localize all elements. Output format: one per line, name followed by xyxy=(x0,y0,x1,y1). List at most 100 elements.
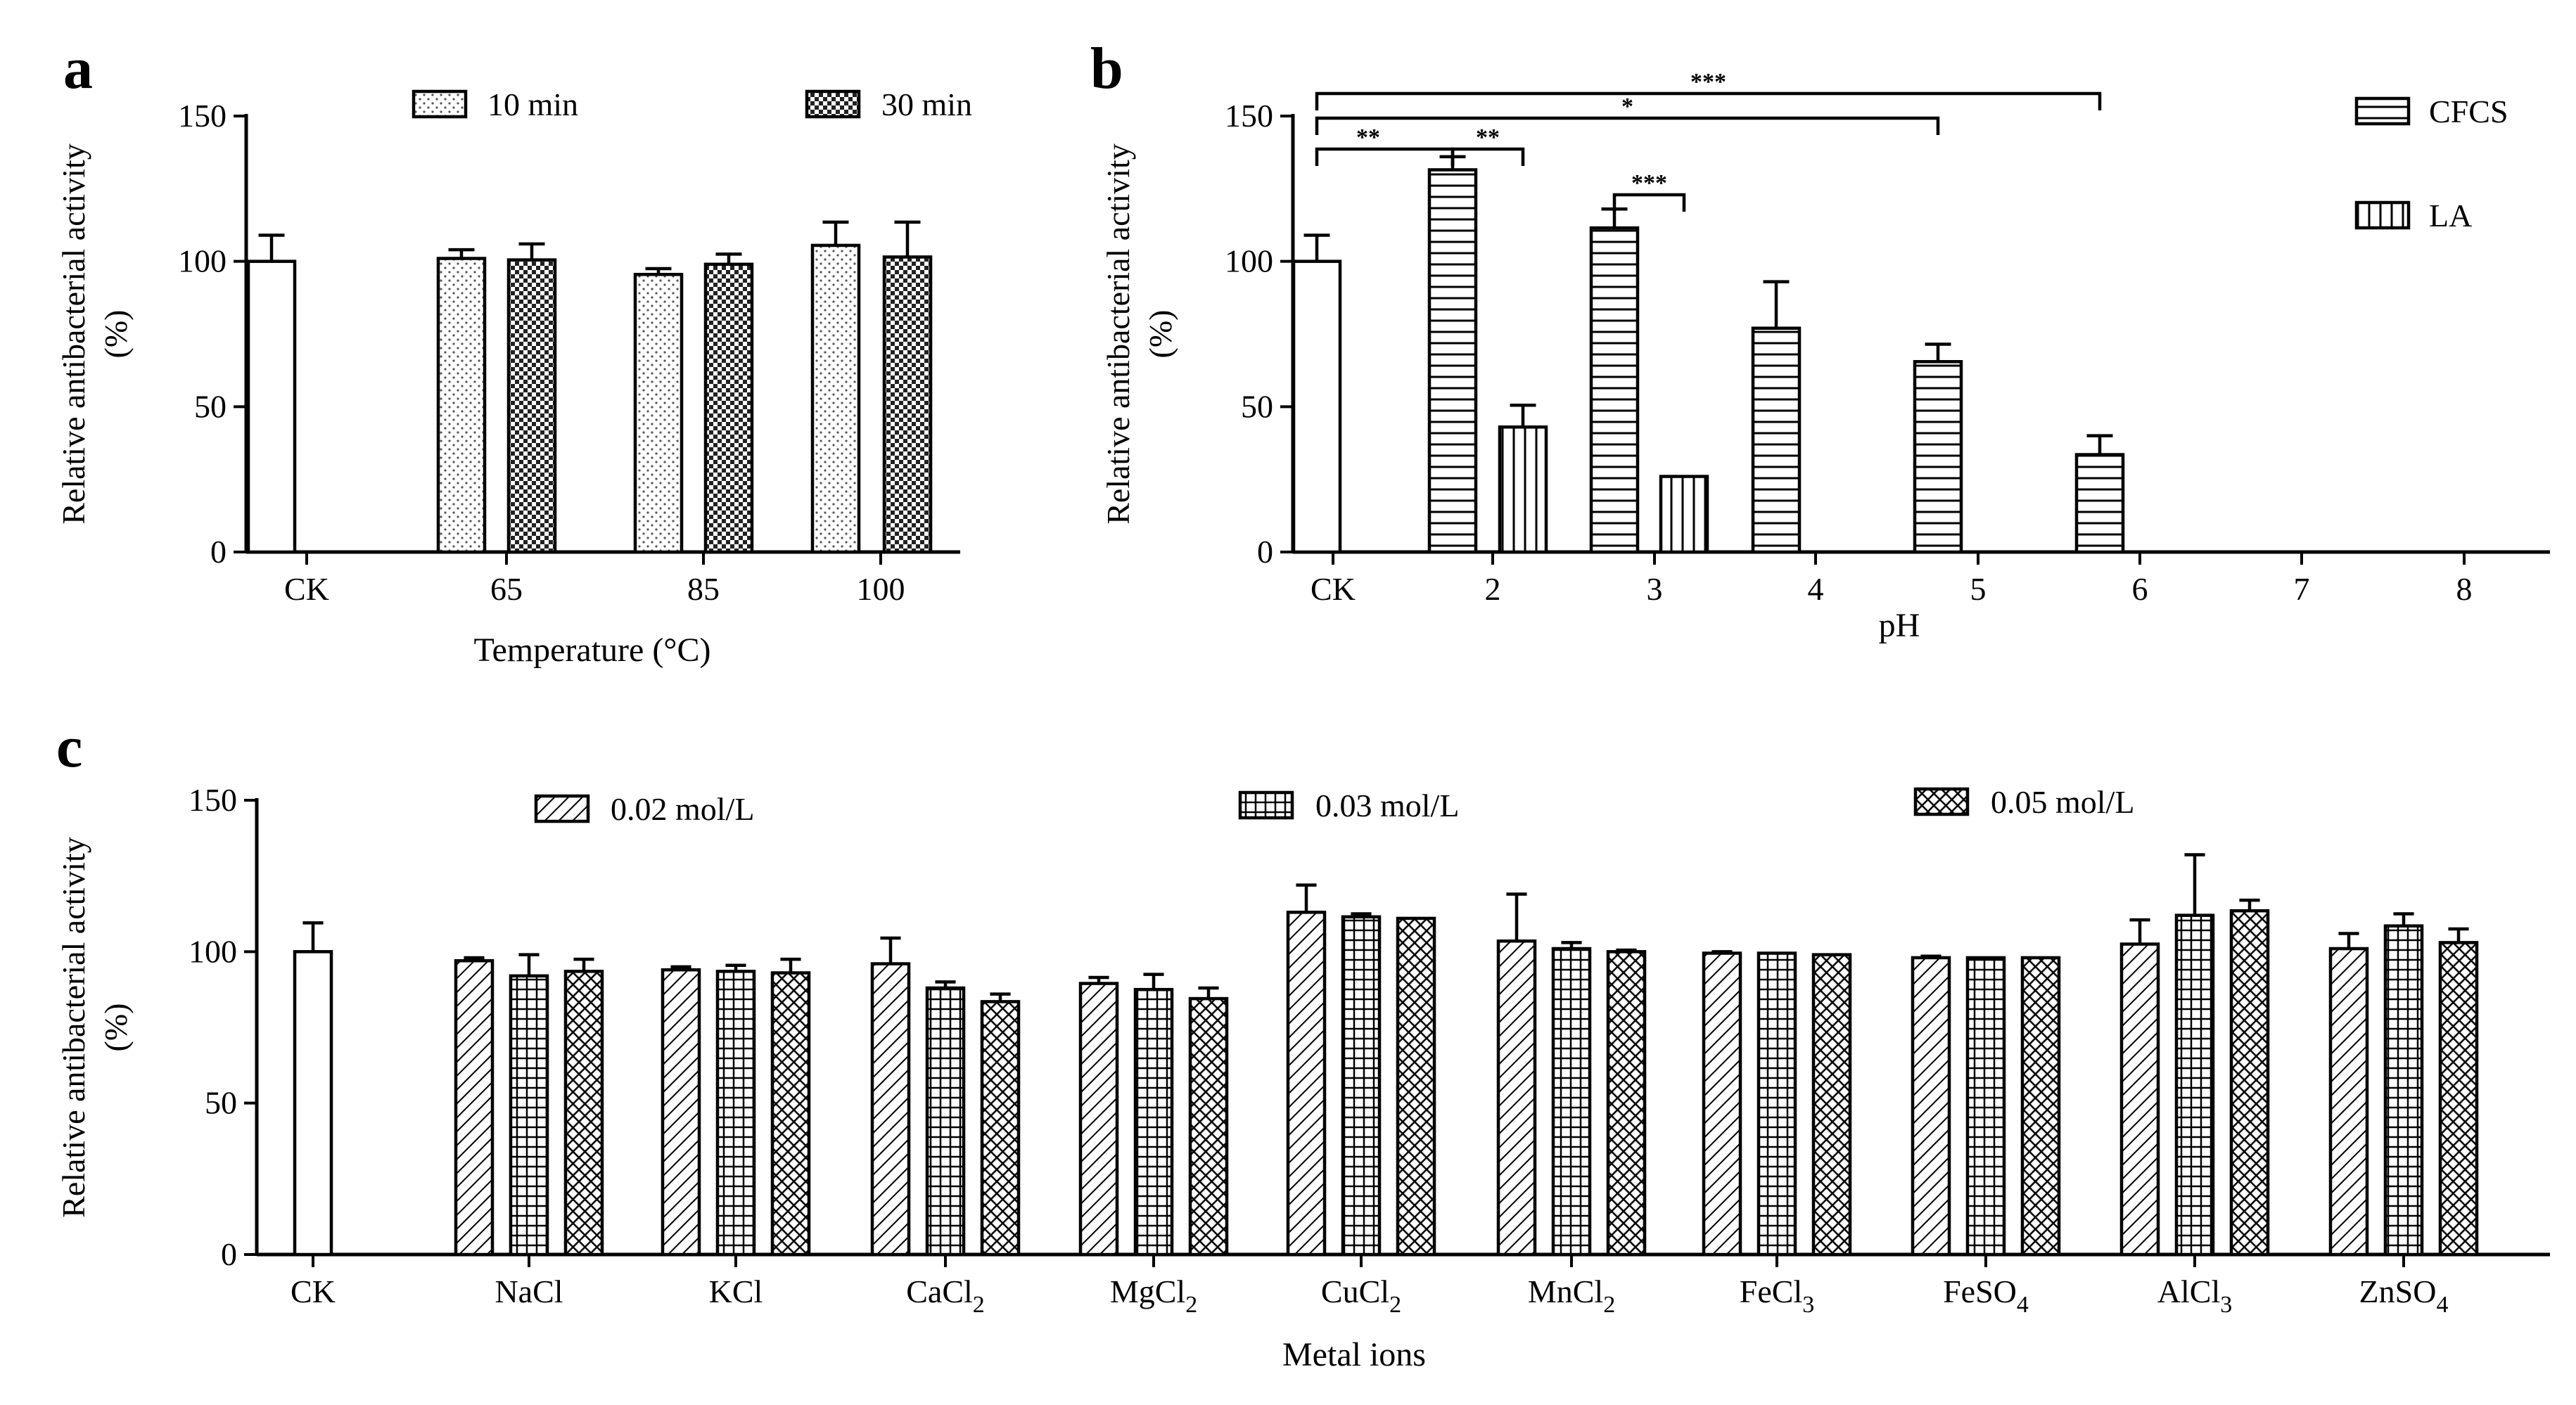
bar xyxy=(1427,168,1478,554)
y-tick-label: 0 xyxy=(1257,534,1273,570)
bar xyxy=(506,258,557,554)
x-tick-label-subscript: 2 xyxy=(1389,1292,1401,1318)
legend-swatch xyxy=(534,794,590,823)
x-axis-label: Metal ions xyxy=(1282,1336,1426,1373)
bar xyxy=(2074,453,2125,554)
bar xyxy=(1551,947,1592,1257)
x-tick-label: CK xyxy=(284,571,329,607)
significance-label: *** xyxy=(1690,69,1726,95)
x-axis-label: Temperature (°C) xyxy=(473,631,710,669)
bar xyxy=(509,974,549,1257)
bar xyxy=(1133,987,1174,1257)
significance-bracket xyxy=(1315,147,1455,166)
y-tick-label: 50 xyxy=(205,1085,237,1121)
bar xyxy=(810,243,861,554)
legend-swatch xyxy=(412,89,468,119)
bar xyxy=(633,273,684,554)
bar xyxy=(1911,956,1951,1257)
y-tick-label: 0 xyxy=(221,1236,237,1272)
x-tick-label: 100 xyxy=(857,571,905,607)
legend-swatch xyxy=(2354,96,2411,126)
x-tick-label: 2 xyxy=(1485,571,1501,607)
x-tick-label-subscript: 3 xyxy=(2220,1292,2232,1318)
bar xyxy=(1188,996,1229,1257)
legend-label: 0.05 mol/L xyxy=(1991,784,2134,820)
panel-b: 0 50 100 150 Relative antibacterial activity… xyxy=(1090,36,2550,644)
x-tick-label-subscript: 3 xyxy=(1802,1292,1814,1318)
bar xyxy=(2229,909,2270,1257)
bar xyxy=(1965,956,2006,1257)
bar xyxy=(2328,947,2369,1257)
bar xyxy=(454,959,495,1257)
x-tick-label: 6 xyxy=(2132,571,2148,607)
bar xyxy=(2383,924,2424,1257)
bar xyxy=(1702,951,1742,1257)
x-tick-label: CuCl2 xyxy=(1321,1274,1401,1318)
legend-swatch xyxy=(2354,200,2411,230)
bar xyxy=(436,257,487,554)
bar xyxy=(715,970,756,1257)
x-tick-label-base: FeCl xyxy=(1740,1274,1802,1309)
bar xyxy=(1606,950,1647,1257)
x-tick-label-base: ZnSO xyxy=(2359,1274,2437,1309)
y-tick-label: 50 xyxy=(1241,388,1273,424)
panel-c: 0 50 100 150 Relative antibacterial activity… xyxy=(56,714,2550,1373)
x-tick-label-subscript: 4 xyxy=(2436,1292,2448,1318)
y-axis-label: Relative antibacterial activity (%) xyxy=(56,143,134,525)
significance-label: ** xyxy=(1356,124,1380,150)
x-tick-label: AlCl3 xyxy=(2157,1274,2232,1318)
bar xyxy=(1496,939,1537,1257)
x-tick-label: CK xyxy=(1311,571,1356,607)
y-axis-label-unit: (%) xyxy=(1142,310,1178,359)
x-tick-label: 4 xyxy=(1808,571,1824,607)
bar xyxy=(246,259,297,554)
x-tick-label: NaCl xyxy=(495,1274,563,1309)
y-tick-label: 150 xyxy=(1225,98,1273,134)
panel-label: a xyxy=(63,36,93,101)
y-axis-label-line: Relative antibacterial activity xyxy=(56,143,91,525)
bar xyxy=(1396,916,1436,1257)
y-tick-label: 100 xyxy=(178,243,227,279)
y-tick-label: 150 xyxy=(189,782,237,818)
x-tick-label-subscript: 4 xyxy=(2017,1292,2029,1318)
significance-bracket xyxy=(1450,147,1525,166)
y-tick-label: 0 xyxy=(210,534,227,570)
significance-bracket xyxy=(1315,116,1940,135)
x-tick-label-base: CuCl xyxy=(1321,1274,1389,1309)
bar xyxy=(980,1000,1021,1257)
x-tick-label-base: MgCl xyxy=(1110,1274,1185,1309)
legend-label: 0.02 mol/L xyxy=(611,791,754,827)
x-tick-label: MgCl2 xyxy=(1110,1274,1197,1318)
bar xyxy=(703,262,754,554)
x-tick-label: CK xyxy=(291,1274,336,1309)
x-tick-label: CaCl2 xyxy=(906,1274,985,1318)
x-tick-label-base: AlCl xyxy=(2157,1274,2220,1309)
legend-swatch xyxy=(1238,790,1294,820)
bar xyxy=(2020,956,2061,1257)
x-tick-label: FeCl3 xyxy=(1740,1274,1814,1318)
significance-label: *** xyxy=(1631,170,1667,196)
bar xyxy=(1292,259,1342,554)
significance-bracket xyxy=(1612,193,1686,212)
x-tick-label: 65 xyxy=(490,571,523,607)
bar xyxy=(870,962,911,1257)
bar xyxy=(1756,951,1797,1257)
x-tick-label-base: NaCl xyxy=(495,1274,563,1309)
significance-label: * xyxy=(1621,94,1633,120)
x-tick-label: KCl xyxy=(709,1274,763,1309)
y-axis-label: Relative antibacterial activity (%) xyxy=(1100,143,1178,525)
bar xyxy=(882,255,933,554)
legend-swatch xyxy=(1913,787,1970,816)
y-axis-label-line: Relative antibacterial activity xyxy=(56,837,91,1218)
bar xyxy=(770,971,811,1257)
x-tick-label: ZnSO4 xyxy=(2359,1274,2449,1318)
bar xyxy=(1751,326,1802,554)
x-tick-label: FeSO4 xyxy=(1943,1274,2029,1318)
x-tick-label: 3 xyxy=(1647,571,1663,607)
y-axis-label-unit: (%) xyxy=(98,1003,134,1052)
bar xyxy=(2174,913,2215,1257)
x-tick-label-base: KCl xyxy=(709,1274,763,1309)
bar xyxy=(925,986,966,1257)
y-axis-label-line: Relative antibacterial activity xyxy=(1100,143,1136,525)
